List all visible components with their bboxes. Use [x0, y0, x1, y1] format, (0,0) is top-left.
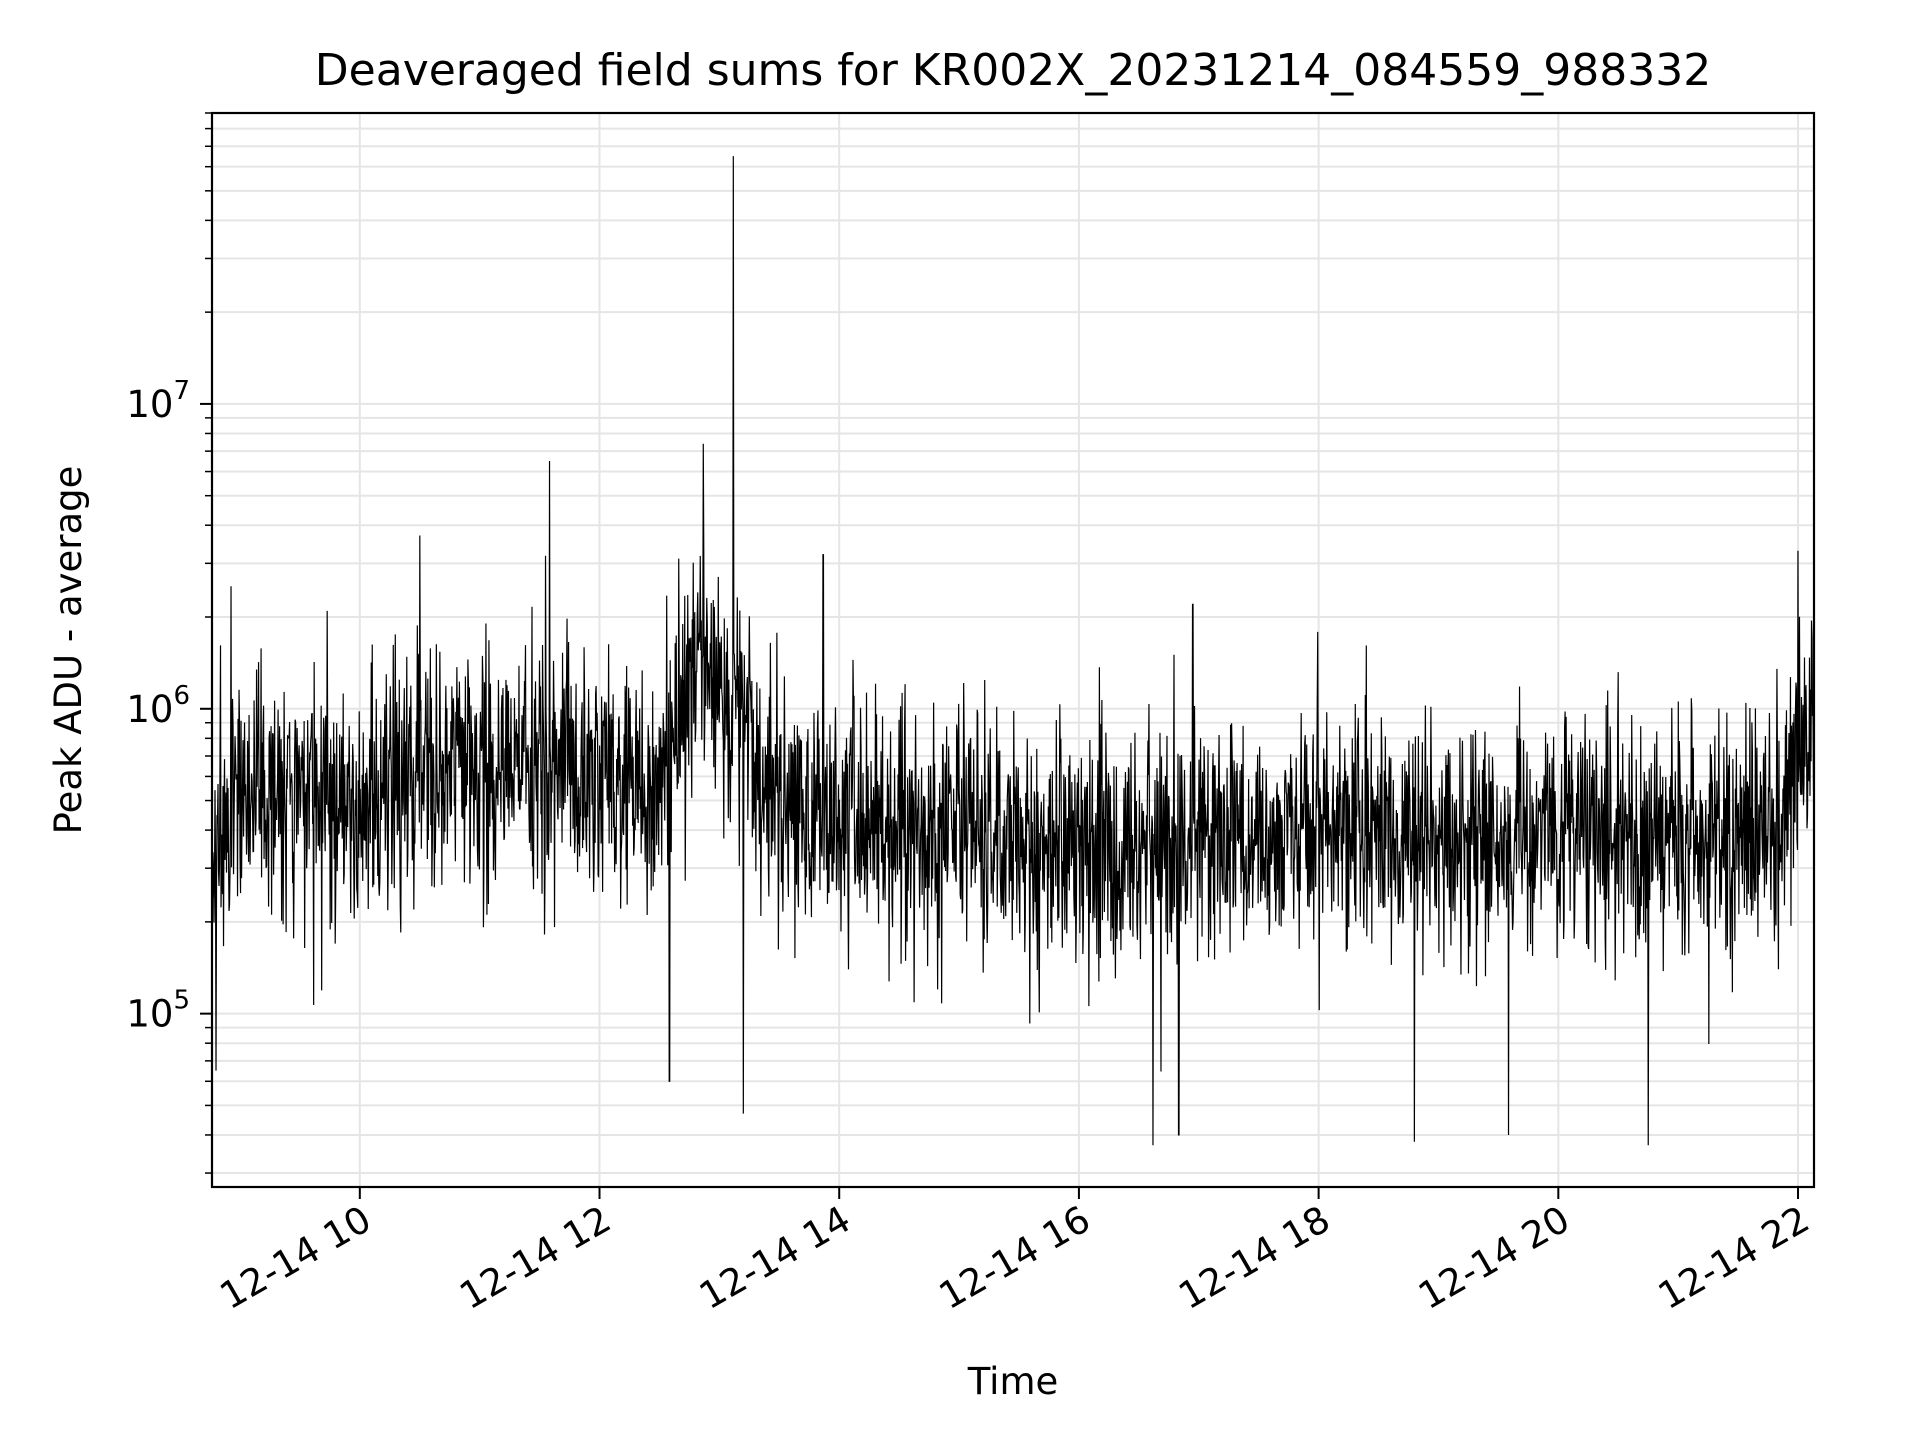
- y-axis-ticks: 105 106 107: [126, 112, 212, 1174]
- chart-title: Deaveraged field sums for KR002X_2023121…: [315, 45, 1711, 96]
- y-tick-label: 105: [126, 986, 190, 1036]
- plot-frame: [210, 111, 1816, 1189]
- series-line: [212, 156, 1814, 1146]
- y-axis-label: Peak ADU - average: [47, 466, 90, 835]
- y-tick-label: 106: [126, 681, 190, 731]
- plot-data: [212, 156, 1814, 1146]
- y-tick-label: 107: [126, 376, 190, 426]
- x-axis-label: Time: [967, 1360, 1059, 1403]
